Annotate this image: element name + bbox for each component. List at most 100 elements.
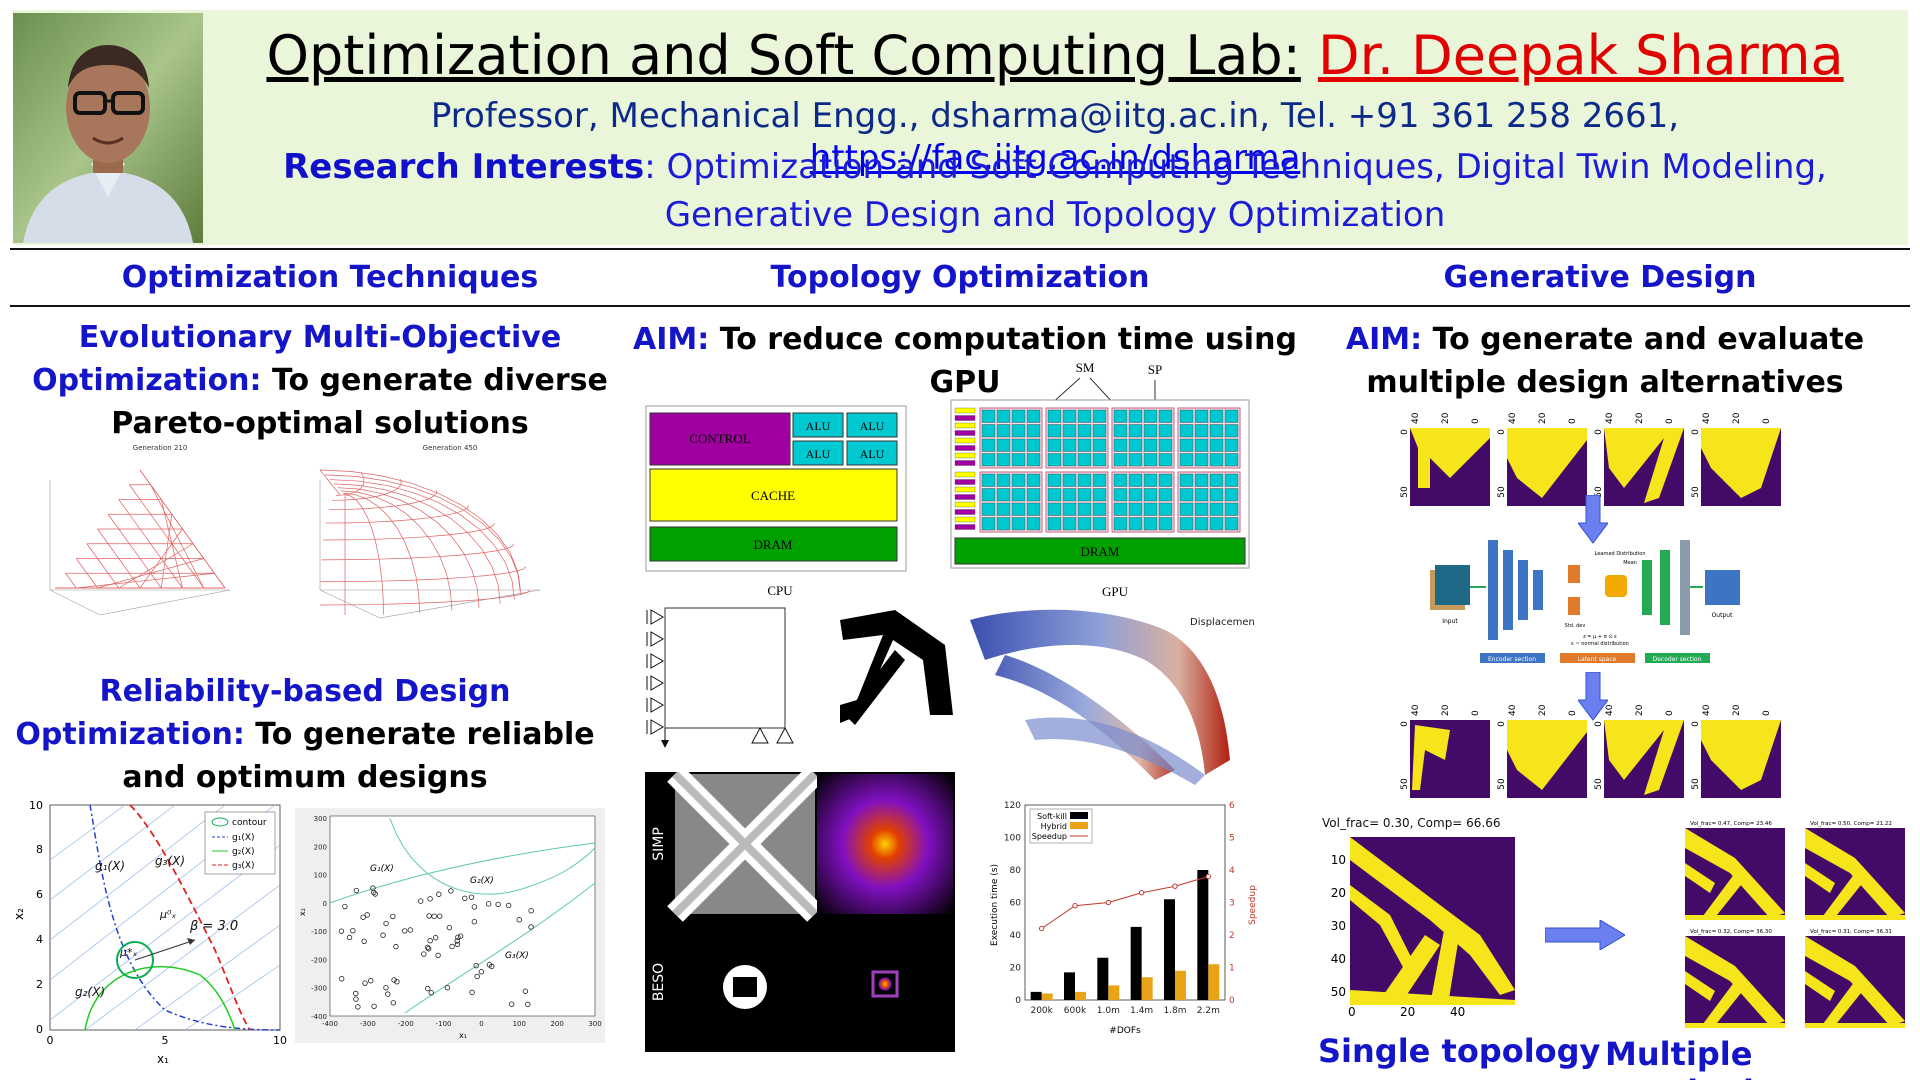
bar-hybrid xyxy=(1208,964,1220,1000)
input-topologies-row: 40 20 0 0 50 40 20 0 0 50 40 20 0 0 50 40 20 0 0 50 xyxy=(1395,410,1785,510)
column-heading-left: Optimization Techniques xyxy=(121,260,539,295)
arrow-down-1 xyxy=(1577,494,1609,545)
constraint-scatter-plot: G₁(X) G₂(X) G₃(X) -400 -300 -200 -100 0 100 20… xyxy=(295,808,605,1043)
speedup-line xyxy=(1041,876,1209,929)
column-heading-right: Generative Design xyxy=(1443,260,1757,295)
cpu-architecture-diagram: CONTROL ALU ALU ALU ALU CACHE DRAM CPU xyxy=(645,405,907,600)
sc-xtick: -200 xyxy=(398,1020,414,1028)
sc-ytick: 0 xyxy=(323,900,327,908)
single-topology-title: Vol_frac= 0.30, Comp= 66.66 xyxy=(1322,816,1501,830)
rb-ytick-1: 2 xyxy=(36,978,43,991)
topo-top-tick: 0 xyxy=(1471,418,1481,424)
cpu-alu-2: ALU xyxy=(860,419,885,433)
legend-contour: contour xyxy=(232,818,267,828)
topo-top-tick: 0 xyxy=(1762,710,1772,716)
gpu-architecture-diagram: SM SP DRAM GPU xyxy=(950,360,1250,600)
cpu-dram-label: DRAM xyxy=(753,537,792,552)
y2-tick-label: 3 xyxy=(1229,899,1235,909)
gpu-caption: GPU xyxy=(1102,584,1129,599)
topo-top-tick: 20 xyxy=(1732,704,1742,716)
speedup-point xyxy=(1038,925,1045,932)
bar-softkill xyxy=(1030,991,1042,1000)
single-ytick: 40 xyxy=(1330,952,1346,966)
topo-top-tick: 0 xyxy=(1471,710,1481,716)
simp-label: SIMP xyxy=(651,827,667,861)
topo-top-tick: 40 xyxy=(1411,412,1421,424)
single-xtick: 0 xyxy=(1348,1005,1356,1019)
single-xtick: 20 xyxy=(1400,1005,1416,1019)
bar-softkill xyxy=(1164,899,1175,1000)
arrow-down-2 xyxy=(1577,671,1609,722)
y-tick-label: 40 xyxy=(1010,931,1022,941)
contact-line: Professor, Mechanical Engg., dsharma@iit… xyxy=(215,95,1895,179)
topo-top-tick: 0 xyxy=(1762,418,1772,424)
y2-tick-label: 1 xyxy=(1229,964,1235,974)
x-tick-label: 1.8m xyxy=(1163,1006,1186,1016)
cpu-control-label: CONTROL xyxy=(689,431,750,446)
topo-top-tick: 20 xyxy=(1441,412,1451,424)
g1-label: g₁(X) xyxy=(95,859,125,873)
legend-g2: g₂(X) xyxy=(232,847,255,857)
topo-top-tick: 20 xyxy=(1538,412,1548,424)
displacement-3d-render: Displacemen xyxy=(965,600,1255,790)
speedup-point xyxy=(1138,890,1145,896)
plot1-title: Generation 210 xyxy=(133,444,188,452)
displacement-label: Displacemen xyxy=(1190,617,1255,628)
homepage-link[interactable]: https://fac.iitg.ac.in/dsharma xyxy=(809,138,1301,178)
lab-name: Optimization and Soft Computing Lab: xyxy=(266,24,1301,87)
bar-softkill xyxy=(1197,870,1209,1000)
sc-g1-label: G₁(X) xyxy=(370,864,394,874)
generative-aim: AIM: To generate and evaluate multiple d… xyxy=(1295,318,1915,404)
legend-softkill: Soft-kill xyxy=(1037,812,1067,821)
speedup-point xyxy=(1072,903,1078,909)
speedup-point xyxy=(1105,899,1112,906)
y-tick-label: 80 xyxy=(1010,866,1022,876)
rb-xlabel: x₁ xyxy=(157,1052,169,1066)
rbdo-label: Optimization: xyxy=(15,717,245,752)
sc-xlabel: x₁ xyxy=(459,1031,467,1040)
topo-top-tick: 40 xyxy=(1508,704,1518,716)
sc-xtick: -100 xyxy=(436,1020,452,1028)
net-encoder-label: Encoder section xyxy=(1488,656,1536,663)
g2-label: g₂(X) xyxy=(75,985,105,999)
cpu-cache-label: CACHE xyxy=(751,488,795,503)
topo-top-tick: 20 xyxy=(1635,704,1645,716)
topo-top-tick: 40 xyxy=(1605,704,1615,716)
sc-ytick: 300 xyxy=(314,815,327,823)
gpu-dram-label: DRAM xyxy=(1080,544,1119,559)
gpu-sm-label: SM xyxy=(1076,360,1095,375)
sc-g3-label: G₃(X) xyxy=(505,951,529,961)
y-tick-label: 20 xyxy=(1010,964,1022,974)
y2-tick-label: 0 xyxy=(1229,996,1235,1006)
reliability-contour-plot: β = 3.0 μ⁰ₓ μ*ₓ g₁(X) g₃(X) g₂(X) contou… xyxy=(12,799,290,1070)
topo-side-tick: 0 xyxy=(1400,721,1410,727)
speedup-point xyxy=(1205,873,1212,880)
sc-ylabel: x₂ xyxy=(298,908,307,916)
arrow-right xyxy=(1544,919,1626,951)
multi-topology-title: Vol_frac= 0.31, Comp= 36.31 xyxy=(1810,929,1892,935)
rb-ytick-5: 10 xyxy=(29,800,43,812)
y-tick-label: 60 xyxy=(1010,899,1022,909)
gpu-sp-label: SP xyxy=(1148,362,1162,377)
multiple-topologies-grid: Vol_frac= 0.47, Comp= 23.46 Vol_frac= 0.5… xyxy=(1670,818,1910,1033)
net-latent-label: Latent space xyxy=(1578,656,1617,663)
rb-ylabel: x₂ xyxy=(15,908,26,920)
cpu-alu-3: ALU xyxy=(806,447,831,461)
topo-side-tick: 50 xyxy=(1691,778,1701,790)
sc-xtick: 300 xyxy=(588,1020,601,1028)
net-std-label: Std. dev xyxy=(1565,623,1586,629)
plot2-title: Generation 450 xyxy=(423,444,478,452)
single-ytick: 30 xyxy=(1330,919,1346,933)
sc-ytick: -200 xyxy=(311,956,327,964)
topology-aim-label: AIM: xyxy=(633,322,710,357)
mustar-label: μ*ₓ xyxy=(119,946,137,959)
sc-ytick: -100 xyxy=(311,928,327,936)
x-tick-label: 600k xyxy=(1064,1006,1087,1016)
topo-top-tick: 40 xyxy=(1605,412,1615,424)
legend-speedup: Speedup xyxy=(1032,832,1067,841)
topo-top-tick: 40 xyxy=(1508,412,1518,424)
emo-title: Evolutionary Multi-Objective xyxy=(78,320,562,355)
research-interests: Research Interests: Optimization and Sof… xyxy=(215,143,1895,239)
execution-time-chart: 0 20 40 60 80 100 120 0 1 2 3 4 5 6 200k 600k 1.0m 1.4m… xyxy=(975,795,1265,1065)
topo-side-tick: 50 xyxy=(1400,486,1410,498)
